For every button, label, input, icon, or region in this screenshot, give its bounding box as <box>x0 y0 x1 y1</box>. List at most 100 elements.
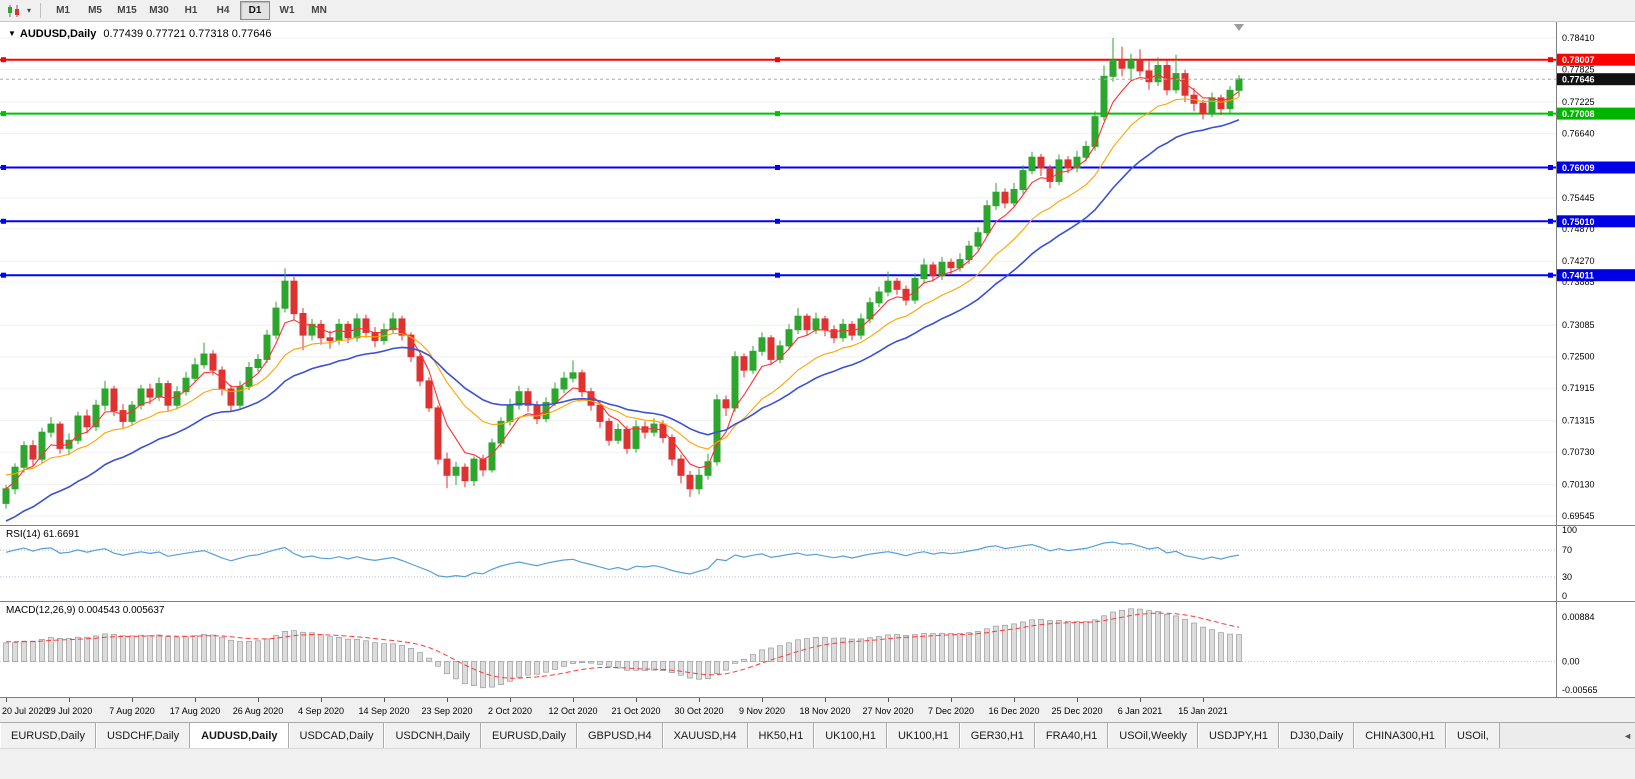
timeframe-button-MN[interactable]: MN <box>311 5 327 16</box>
macd-histogram-bar <box>1047 620 1053 662</box>
line-handle[interactable] <box>1 272 6 278</box>
macd-histogram-bar <box>210 634 216 662</box>
line-handle[interactable] <box>1548 272 1553 278</box>
chart-type-icon[interactable] <box>5 3 23 19</box>
candle-body <box>533 404 541 420</box>
chart-ohlc-values: 0.77439 0.77721 0.77318 0.77646 <box>103 28 272 40</box>
date-tick <box>1203 698 1204 702</box>
line-handle[interactable] <box>1548 57 1553 63</box>
chart-tab-FRA40-H1[interactable]: FRA40,H1 <box>1034 723 1109 748</box>
candle-body <box>623 429 631 449</box>
price-badge-label: 0.77008 <box>1562 109 1595 119</box>
line-handle[interactable] <box>1 218 6 224</box>
chart-tab-GER30-H1[interactable]: GER30,H1 <box>959 723 1035 748</box>
candle-body <box>317 323 325 339</box>
line-handle[interactable] <box>775 57 780 63</box>
chart-tab-XAUUSD-H4[interactable]: XAUUSD,H4 <box>662 723 748 748</box>
chart-tab-USDCHF-Daily[interactable]: USDCHF,Daily <box>95 723 191 748</box>
macd-histogram-bar <box>174 636 180 662</box>
candle-body <box>920 264 928 279</box>
macd-histogram-bar <box>381 643 387 662</box>
candle-body <box>758 337 766 352</box>
chart-tab-EURUSD-Daily[interactable]: EURUSD,Daily <box>481 723 577 748</box>
line-handle[interactable] <box>1548 111 1553 117</box>
candle-body <box>1172 73 1180 91</box>
line-handle[interactable] <box>1548 218 1553 224</box>
candle-body <box>875 291 883 304</box>
macd-histogram-bar <box>741 658 747 662</box>
macd-histogram-bar <box>507 661 513 682</box>
date-label: 26 Aug 2020 <box>232 706 284 716</box>
line-handle[interactable] <box>1 57 6 63</box>
macd-histogram-bar <box>309 632 315 662</box>
candle-body <box>425 380 433 409</box>
chart-tab-bar: EURUSD,Daily USDCHF,Daily AUDUSD,Daily USDC… <box>0 722 1635 748</box>
candle-body <box>902 288 910 301</box>
candle-body <box>236 385 244 406</box>
line-handle[interactable] <box>1 165 6 170</box>
candle-body <box>245 367 253 387</box>
chart-tab-USDCNH-Daily[interactable]: USDCNH,Daily <box>384 723 482 748</box>
macd-histogram-bar <box>1218 632 1224 662</box>
macd-pane[interactable]: 0.00884 0.00 -0.00565 <box>0 601 1635 697</box>
date-axis[interactable]: 20 Jul 2020 29 Jul 2020 7 Aug 2020 17 Aug 2… <box>0 697 1635 722</box>
chart-tab-UK100-H1[interactable]: UK100,H1 <box>814 723 887 748</box>
candle-body <box>1100 75 1108 118</box>
candle-body <box>1163 65 1171 91</box>
price-badge <box>1557 161 1635 174</box>
macd-histogram-bar <box>1020 621 1026 662</box>
macd-histogram-bar <box>579 661 585 664</box>
timeframe-button-M15[interactable]: M15 <box>117 5 137 16</box>
timeframe-button-H1[interactable]: H1 <box>184 5 198 16</box>
macd-histogram-bar <box>633 661 639 671</box>
price-axis-label: 0.77225 <box>1562 97 1595 107</box>
chart-tab-USDJPY-H1[interactable]: USDJPY,H1 <box>1197 723 1280 748</box>
macd-histogram-bar <box>912 634 918 662</box>
chart-tab-EURUSD-Daily[interactable]: EURUSD,Daily <box>0 723 96 748</box>
chart-tab-UK100-H1[interactable]: UK100,H1 <box>886 723 960 748</box>
chart-tab-USOil[interactable]: USOil, <box>1445 723 1500 748</box>
line-handle[interactable] <box>1548 165 1553 170</box>
tab-scroll-left-icon[interactable]: ◄ <box>1623 731 1632 741</box>
chart-tab-USOil-Weekly[interactable]: USOil,Weekly <box>1108 723 1198 748</box>
chart-tab-CHINA300-H1[interactable]: CHINA300,H1 <box>1354 723 1446 748</box>
candle-body <box>983 205 991 234</box>
chart-symbol-period: AUDUSD,Daily <box>19 28 97 40</box>
candle-body <box>92 404 100 428</box>
timeframe-button-D1[interactable]: D1 <box>240 1 271 20</box>
timeframe-button-H4[interactable]: H4 <box>216 5 230 16</box>
price-axis-label: 0.74270 <box>1562 256 1595 266</box>
macd-histogram-bar <box>138 634 144 662</box>
chart-tab-DJ30-Daily[interactable]: DJ30,Daily <box>1279 723 1355 748</box>
main-chart-pane[interactable]: 0.78410 0.77825 0.77225 0.76640 0.75445 0.748… <box>0 22 1635 525</box>
macd-histogram-bar <box>282 630 288 662</box>
date-label: 30 Oct 2020 <box>674 706 724 716</box>
candle-body <box>461 466 469 482</box>
timeframe-button-M30[interactable]: M30 <box>149 5 169 16</box>
candle-body <box>398 318 406 336</box>
candle-body <box>443 458 451 476</box>
chart-type-dropdown-caret-icon[interactable]: ▾ <box>27 6 32 15</box>
macd-histogram-bar <box>390 643 396 662</box>
timeframe-button-M1[interactable]: M1 <box>56 5 70 16</box>
date-tick <box>1014 698 1015 702</box>
line-handle[interactable] <box>775 111 780 117</box>
line-handle[interactable] <box>775 272 780 278</box>
line-handle[interactable] <box>775 165 780 170</box>
chart-tab-USDCAD-Daily[interactable]: USDCAD,Daily <box>288 723 385 748</box>
candle-body <box>1199 102 1207 115</box>
macd-histogram-bar <box>723 661 729 671</box>
price-axis-label: 0.75445 <box>1562 193 1595 203</box>
chart-tab-HK50-H1[interactable]: HK50,H1 <box>747 723 815 748</box>
timeframe-button-W1[interactable]: W1 <box>279 5 295 16</box>
candle-body <box>965 245 973 261</box>
rsi-pane[interactable]: 100 70 30 0 <box>0 525 1635 601</box>
timeframe-button-M5[interactable]: M5 <box>88 5 102 16</box>
chart-tab-GBPUSD-H4[interactable]: GBPUSD,H4 <box>577 723 663 748</box>
line-handle[interactable] <box>1 111 6 117</box>
macd-histogram-bar <box>1128 608 1134 662</box>
line-handle[interactable] <box>775 218 780 224</box>
candle-body <box>290 280 298 315</box>
chart-tab-AUDUSD-Daily[interactable]: AUDUSD,Daily <box>190 723 289 748</box>
date-label: 14 Sep 2020 <box>358 706 410 716</box>
